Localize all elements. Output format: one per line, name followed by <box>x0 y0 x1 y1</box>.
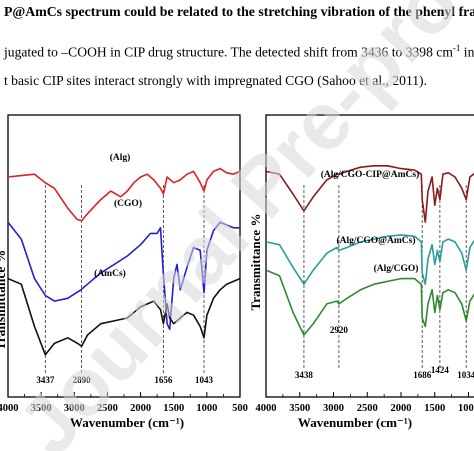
left-series-label-2: (AmCs) <box>94 268 126 279</box>
left-y-axis-label: Transmittance % <box>0 250 8 351</box>
ftir-chart-left: 4000 3500 3000 2500 2000 1500 1000 500 3437 2890 1… <box>0 114 248 430</box>
right-peak-label-1034: 1034 <box>457 370 474 380</box>
left-x-tick-label-3500: 3500 <box>31 403 52 414</box>
left-peak-label-1043: 1043 <box>195 375 214 385</box>
right-plot-frame <box>265 114 474 398</box>
left-plot-layer: 4000 3500 3000 2500 2000 1500 1000 500 3437 2890 1… <box>0 152 248 414</box>
right-x-tick-label-1000: 1000 <box>458 403 474 414</box>
right-series-label-2: (Alg/CGO) <box>374 263 419 274</box>
left-peak-label-1656: 1656 <box>154 375 173 385</box>
line2-text-a: jugated to –COOH in CIP drug structure. … <box>4 44 453 60</box>
left-x-tick-label-2000: 2000 <box>130 403 151 414</box>
paragraph-line-3: t basic CIP sites interact strongly with… <box>4 73 427 88</box>
left-series-line-1 <box>7 221 240 331</box>
right-x-axis-label: Wavenumber (cm⁻¹) <box>298 415 412 430</box>
right-x-tick-label-1500: 1500 <box>424 403 445 414</box>
right-series-label-1: (Alg/CGO@AmCs) <box>336 235 415 246</box>
left-x-tick-label-1000: 1000 <box>196 403 217 414</box>
left-x-tick-label-3000: 3000 <box>64 403 85 414</box>
right-peak-label-1686: 1686 <box>413 370 432 380</box>
left-peak-label-3437: 3437 <box>36 375 55 385</box>
left-series-line-0 <box>7 167 241 222</box>
right-y-axis-label: Transmittance % <box>248 214 263 311</box>
left-peak-label-2890: 2890 <box>73 375 92 385</box>
left-x-tick-label-4000: 4000 <box>0 403 19 414</box>
right-x-tick-label-3000: 3000 <box>323 403 344 414</box>
left-series-line-2 <box>7 277 241 356</box>
right-x-tick-label-4000: 4000 <box>256 403 277 414</box>
right-series-line-0 <box>265 165 474 223</box>
left-x-tick-label-500: 500 <box>232 403 248 414</box>
right-x-tick-label-3500: 3500 <box>289 403 310 414</box>
left-x-tick-label-1500: 1500 <box>163 403 184 414</box>
right-peak-label-1424: 1424 <box>431 365 450 375</box>
paragraph-line-2: jugated to –COOH in CIP drug structure. … <box>4 40 474 61</box>
left-x-axis-label: Wavenumber (cm⁻¹) <box>70 415 184 430</box>
left-series-label-0: (Alg) <box>110 152 131 163</box>
line2-text-b: indi <box>463 44 474 60</box>
right-series-line-1 <box>265 234 474 286</box>
paragraph-line-1: P@AmCs spectrum could be related to the … <box>4 4 474 19</box>
right-plot-layer: 4000 3500 3000 2500 2000 1500 1000 3438 2920 1686… <box>256 165 474 414</box>
right-x-tick-label-2000: 2000 <box>391 403 412 414</box>
line2-superscript: -1 <box>452 43 461 53</box>
right-x-tick-label-2500: 2500 <box>357 403 378 414</box>
left-series-label-1: (CGO) <box>114 198 142 209</box>
left-x-tick-label-2500: 2500 <box>97 403 118 414</box>
right-peak-label-2920: 2920 <box>330 325 349 335</box>
right-series-label-0: (Alg/CGO-CIP@AmCs) <box>321 169 420 180</box>
ftir-chart-right: 4000 3500 3000 2500 2000 1500 1000 3438 2920 1686… <box>248 114 474 430</box>
right-peak-label-3438: 3438 <box>295 370 314 380</box>
right-series-line-2 <box>265 269 474 336</box>
